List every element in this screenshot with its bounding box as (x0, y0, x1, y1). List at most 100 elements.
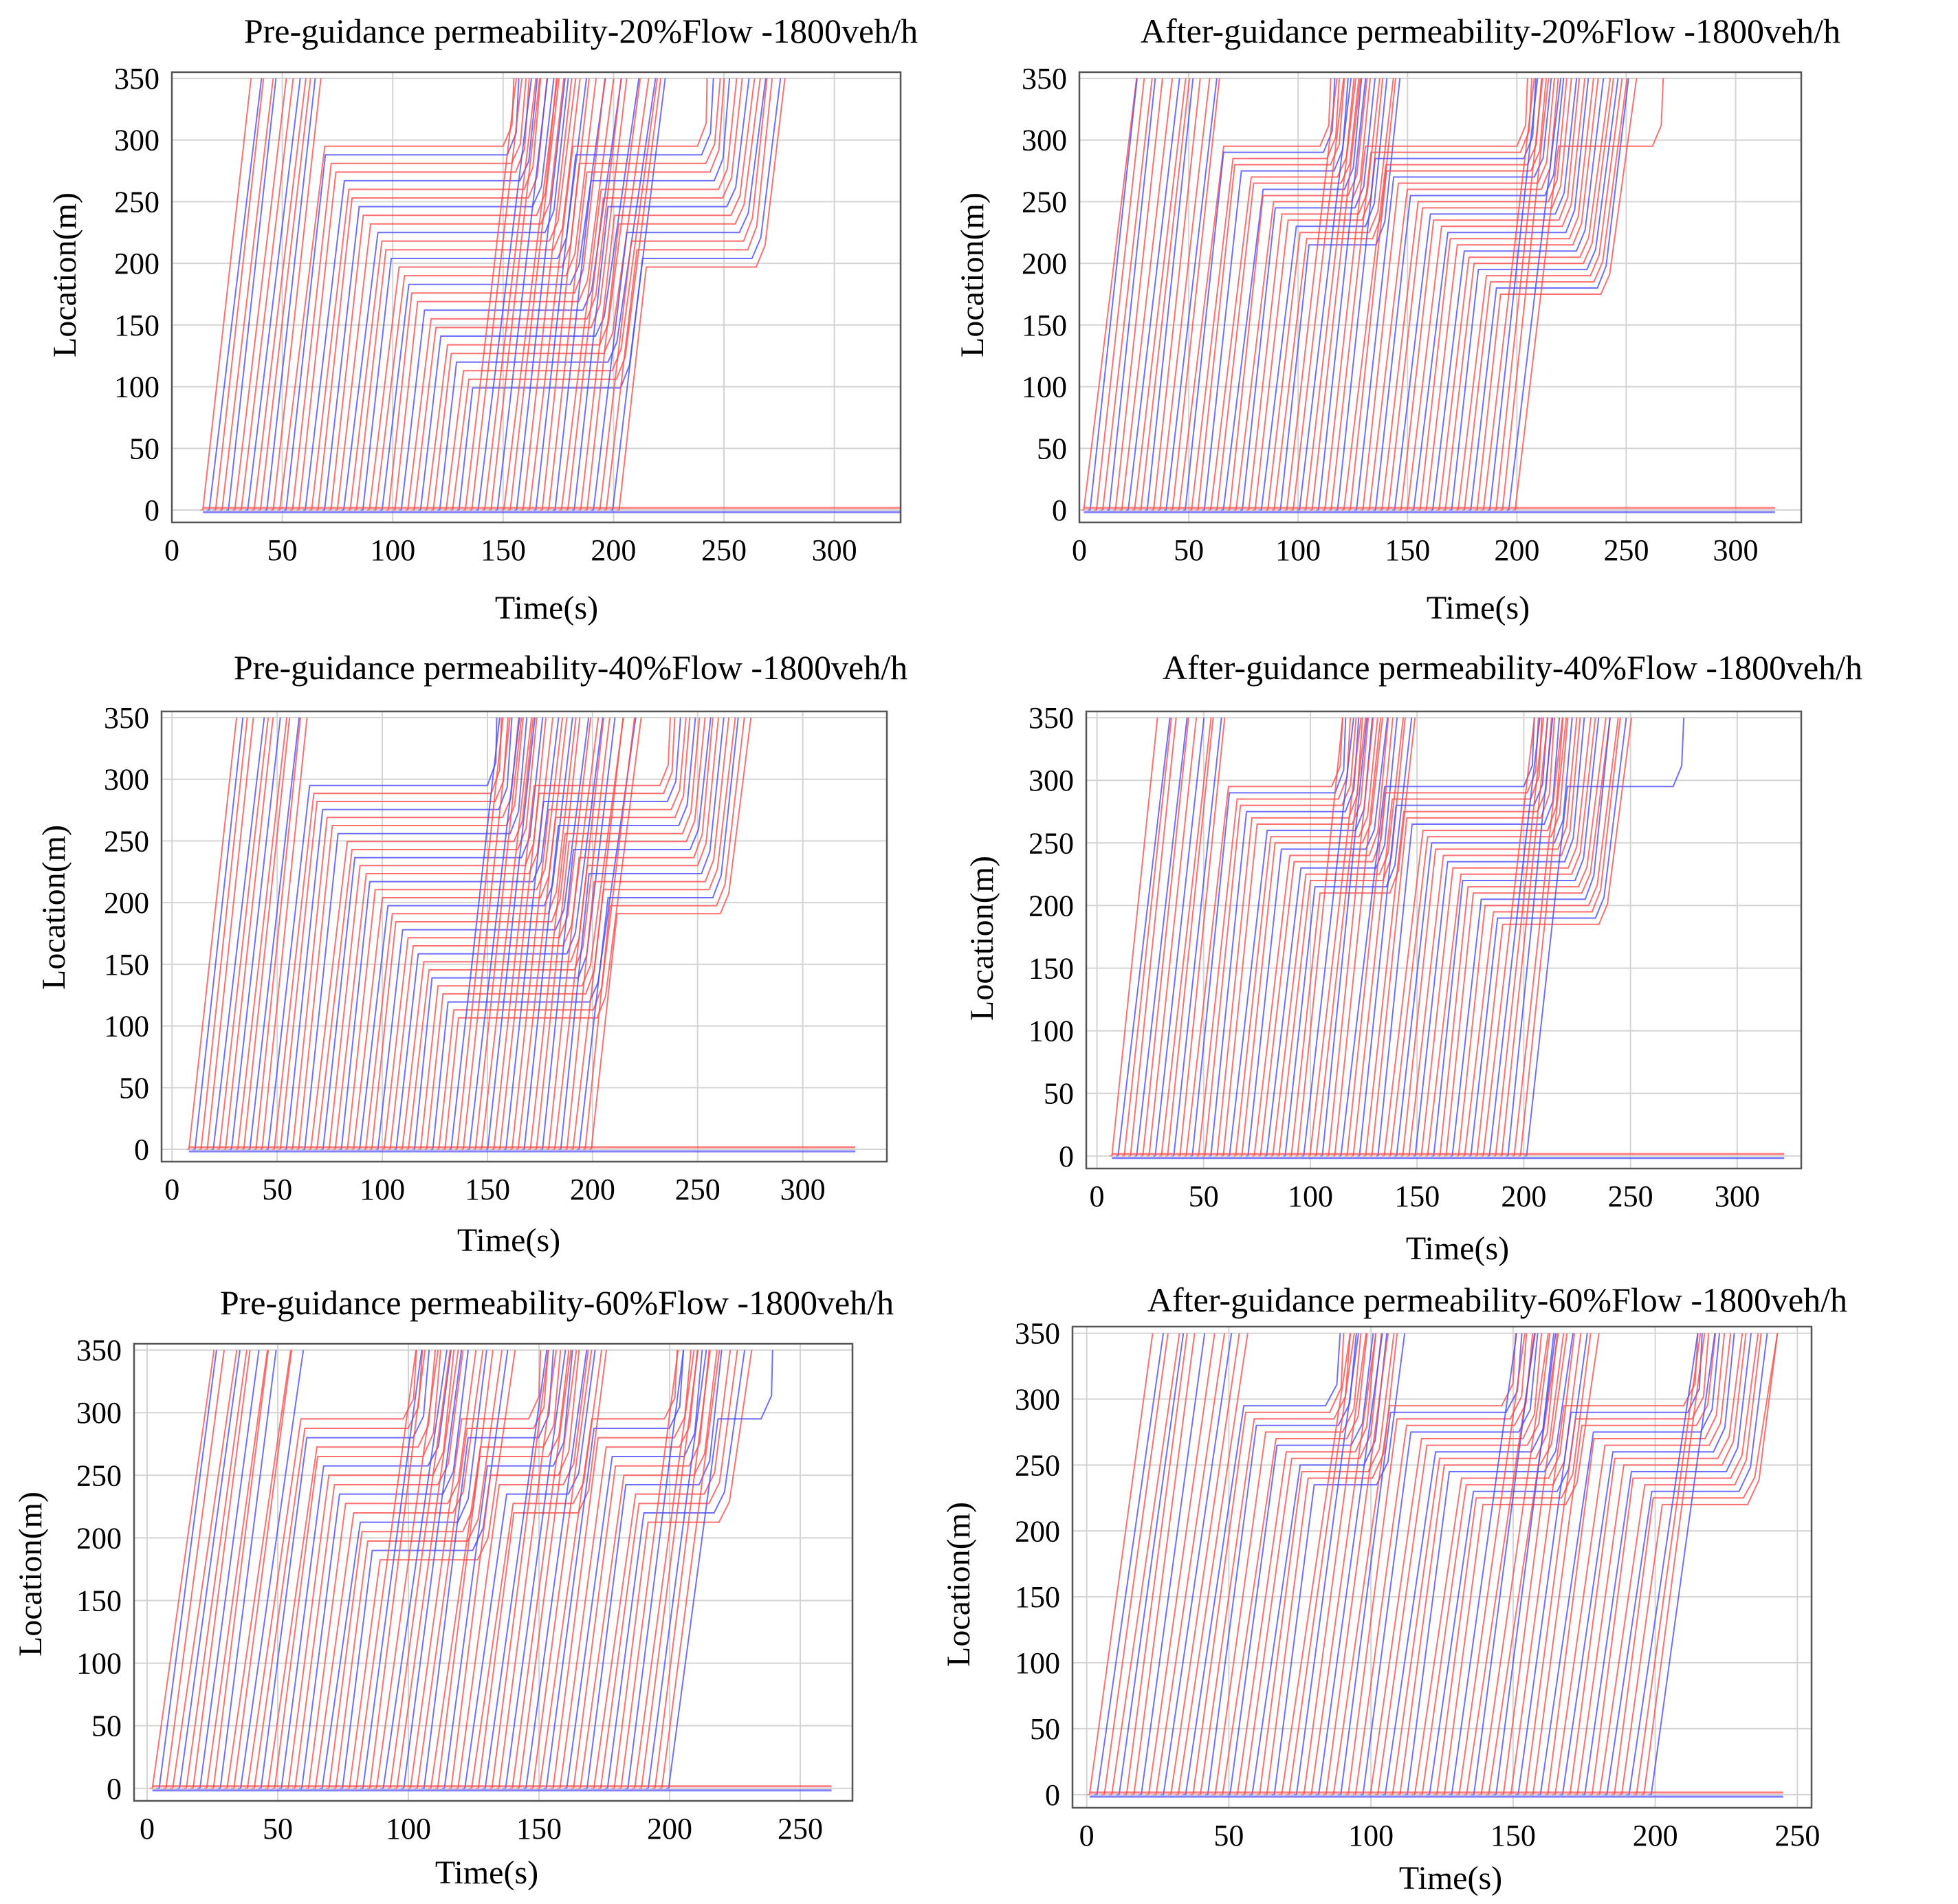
vehicle-trajectory (1370, 1333, 1543, 1795)
trajectory-lines (1110, 717, 1785, 1160)
vehicle-trajectory (407, 78, 622, 511)
chart-title: Pre-guidance permeability-40%Flow -1800v… (234, 648, 908, 687)
vehicle-trajectory (1584, 1333, 1752, 1795)
vehicle-trajectory (548, 717, 714, 1150)
vehicle-trajectory (1443, 1333, 1600, 1795)
vehicle-trajectory (1473, 1333, 1535, 1795)
vehicle-trajectory (493, 717, 671, 1150)
vehicle-trajectory (1431, 78, 1605, 511)
x-tick-label: 300 (1713, 533, 1759, 567)
vehicle-trajectory (529, 717, 701, 1150)
tick-labels: 0 50 100 150 200 250 0 50 100 150 200 250 300 350 (1015, 1317, 1820, 1852)
vehicle-trajectory (335, 1349, 503, 1789)
vehicle-trajectory (236, 717, 288, 1150)
vehicle-trajectory (1525, 1333, 1710, 1795)
vehicle-trajectory (525, 1349, 588, 1789)
vehicle-trajectory (1643, 1333, 1706, 1795)
vehicle-trajectory (212, 717, 265, 1150)
x-tick-label: 150 (516, 1812, 562, 1846)
vehicle-trajectory (172, 1349, 238, 1789)
y-axis-label: Location(m) (964, 856, 1000, 1021)
vehicle-trajectory (1281, 1333, 1351, 1795)
vehicle-trajectory (165, 1349, 225, 1789)
vehicle-trajectory (410, 1350, 542, 1789)
vehicle-trajectory (1547, 1333, 1726, 1795)
vehicle-trajectory (481, 717, 533, 1150)
vehicle-trajectory (1260, 78, 1388, 511)
vehicle-trajectory (1095, 78, 1145, 511)
y-tick-label: 200 (1015, 1514, 1060, 1548)
x-tick-label: 0 (1072, 533, 1087, 567)
vehicle-trajectory (194, 717, 244, 1150)
y-tick-label: 0 (1052, 494, 1067, 527)
vehicle-trajectory (1088, 1333, 1154, 1795)
vehicle-trajectory (1267, 78, 1394, 511)
vehicle-trajectory (573, 78, 750, 511)
vehicle-trajectory (1185, 718, 1343, 1156)
vehicle-trajectory (1576, 1333, 1747, 1795)
y-tick-label: 150 (1028, 951, 1074, 985)
x-tick-label: 250 (1774, 1819, 1820, 1852)
vehicle-trajectory (382, 1349, 448, 1789)
tick-labels: 0 50 100 150 200 250 300 0 50 100 150 200 250 300 350 (104, 701, 826, 1206)
vehicle-trajectory (1118, 1333, 1185, 1795)
vehicle-trajectory (311, 78, 542, 511)
vehicle-trajectory (593, 78, 767, 511)
vehicle-trajectory (1352, 718, 1543, 1156)
vehicle-trajectory (572, 717, 736, 1150)
vehicle-trajectory (437, 1349, 570, 1789)
vehicle-trajectory (1111, 717, 1158, 1156)
vehicle-trajectory (586, 1349, 723, 1789)
vehicle-trajectory (1371, 718, 1555, 1156)
y-tick-label: 350 (1028, 701, 1074, 735)
vehicle-trajectory (310, 717, 534, 1150)
vehicle-trajectory (1303, 717, 1354, 1156)
y-tick-label: 350 (104, 701, 149, 735)
vehicle-trajectory (228, 78, 277, 511)
y-tick-label: 250 (1015, 1448, 1060, 1482)
vehicle-trajectory (1235, 78, 1371, 511)
vehicle-trajectory (1336, 78, 1537, 511)
vehicle-trajectory (512, 1349, 572, 1789)
vehicle-trajectory (219, 1349, 277, 1789)
vehicle-trajectory (474, 717, 522, 1150)
vehicle-trajectory (1392, 1333, 1559, 1795)
vehicle-trajectory (1244, 1333, 1383, 1795)
vehicle-trajectory (456, 717, 504, 1150)
y-tick-label: 200 (104, 886, 149, 920)
trajectory-lines (200, 78, 901, 513)
y-tick-label: 200 (1028, 889, 1074, 922)
vehicle-trajectory (342, 78, 569, 511)
vehicle-trajectory (375, 78, 597, 511)
vehicle-trajectory (1286, 78, 1338, 511)
trajectory-lines (149, 1349, 832, 1792)
vehicle-trajectory (1383, 718, 1564, 1156)
vehicle-trajectory (1464, 717, 1621, 1156)
vehicle-trajectory (416, 1350, 549, 1789)
y-tick-label: 100 (1028, 1015, 1074, 1048)
vehicle-trajectory (1495, 717, 1545, 1156)
y-tick-label: 50 (91, 1709, 122, 1743)
x-tick-label: 50 (1213, 1819, 1244, 1852)
vehicle-trajectory (1159, 78, 1211, 511)
vehicle-trajectory (1191, 78, 1341, 511)
vehicle-trajectory (1251, 1333, 1388, 1795)
vehicle-trajectory (317, 78, 548, 511)
vehicle-trajectory (1458, 717, 1619, 1156)
vehicle-trajectory (1488, 1333, 1559, 1795)
vehicle-trajectory (1141, 1333, 1206, 1795)
vehicle-trajectory (1089, 78, 1138, 511)
vehicle-trajectory (362, 1349, 423, 1789)
vehicle-trajectory (586, 78, 761, 511)
y-tick-label: 300 (1028, 764, 1074, 797)
vehicle-trajectory (661, 1349, 720, 1789)
vehicle-trajectory (1340, 718, 1535, 1156)
chart-title: Pre-guidance permeability-20%Flow -1800v… (244, 12, 918, 50)
vehicle-trajectory (206, 717, 254, 1150)
vehicle-trajectory (219, 717, 270, 1150)
vehicle-trajectory (573, 1349, 710, 1789)
vehicle-trajectory (554, 78, 731, 511)
x-tick-label: 200 (1633, 1819, 1678, 1852)
vehicle-trajectory (394, 78, 615, 511)
vehicle-trajectory (542, 717, 712, 1150)
